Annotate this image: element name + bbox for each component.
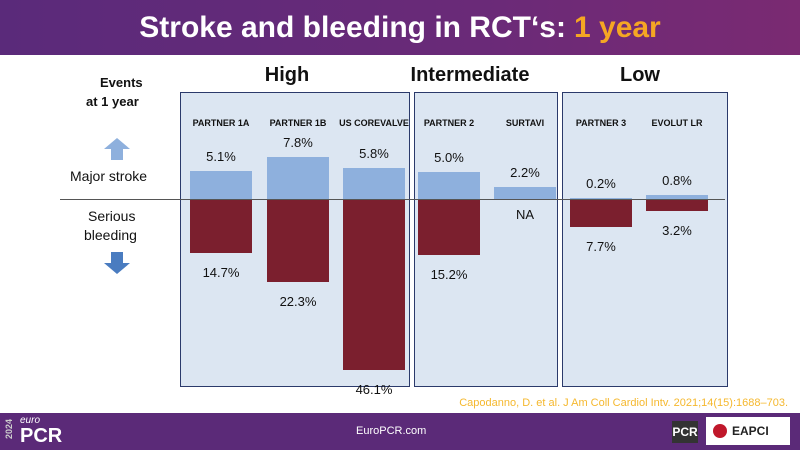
footer-url[interactable]: EuroPCR.com [356,425,427,437]
eapci-logo: EAPCI [706,417,790,445]
trial-label: PARTNER 1B [269,118,327,128]
trial-label: US COREVALVE [339,118,409,128]
arrow-down-icon [104,252,130,274]
stroke-value-label: 5.1% [206,149,236,165]
citation: Capodanno, D. et al. J Am Coll Cardiol I… [459,397,788,409]
trial-label: EVOLUT LR [651,118,703,128]
trial-label: PARTNER 2 [423,118,475,128]
trial-label: PARTNER 3 [575,118,627,128]
bleeding-value-label: 14.7% [202,265,240,281]
baseline [60,199,725,200]
bleeding-bar [190,199,252,254]
bleeding-label: bleeding [84,227,137,243]
heart-icon [713,424,727,438]
footer-brand-small: euro [20,415,41,426]
arrow-up-icon [104,138,130,160]
stroke-bar [646,194,708,199]
slide-title: Stroke and bleeding in RCT‘s: 1 year [0,0,800,55]
stroke-bar [267,156,329,199]
serious-label: Serious [88,208,136,224]
at-year-label: at 1 year [86,94,139,109]
stroke-value-label: 5.8% [359,145,389,161]
bleeding-value-label: 22.3% [279,293,317,309]
bleeding-value-label: 15.2% [430,267,468,283]
footer: 2024 euro PCR EuroPCR.com PCR EAPCI [0,413,800,450]
group-low: Low [620,64,660,86]
bleeding-bar [343,199,405,370]
footer-brand-logo: PCR [20,425,63,447]
bleeding-bar [646,199,708,211]
stroke-bar [418,172,480,199]
title-text: Stroke and bleeding in RCT‘s: [139,10,566,44]
stroke-bar [343,167,405,199]
pcr-logo: PCR [672,421,698,443]
stroke-value-label: 0.8% [662,172,692,188]
stroke-value-label: 7.8% [283,134,313,150]
group-high: High [264,64,310,86]
eapci-text: EAPCI [732,424,769,438]
major-stroke-label: Major stroke [70,168,148,184]
group-intermediate: Intermediate [410,64,530,86]
stroke-bar [570,197,632,199]
panel-low [562,92,728,387]
bleeding-value-label: 7.7% [586,239,616,255]
bleeding-bar [267,199,329,282]
stroke-value-label: 5.0% [434,150,464,165]
bleeding-value-label: 3.2% [662,222,692,238]
title-highlight: 1 year [573,10,661,44]
footer-year: 2024 [4,419,14,440]
trial-label: SURTAVI [505,118,545,128]
events-label: Events [100,75,143,90]
stroke-value-label: 0.2% [586,175,616,191]
bleeding-bar [418,199,480,256]
trial-label: PARTNER 1A [192,118,250,128]
bleeding-bar [570,199,632,228]
stroke-bar [190,171,252,199]
stroke-bar [494,187,556,199]
bleeding-value-label: 46.1% [355,381,393,397]
bleeding-value-label: NA [515,207,535,222]
stroke-value-label: 2.2% [510,165,540,181]
